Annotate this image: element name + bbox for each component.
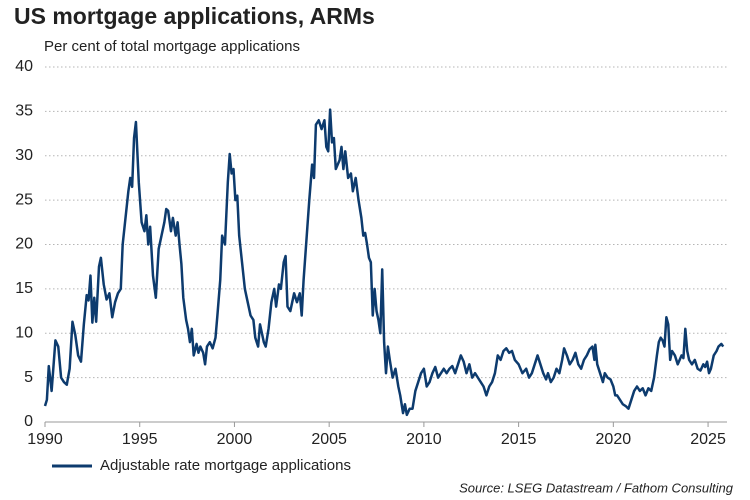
- y-tick-label: 15: [15, 280, 33, 297]
- y-tick-label: 5: [24, 369, 33, 386]
- x-tick-label: 2020: [596, 431, 632, 448]
- chart-subtitle: Per cent of total mortgage applications: [44, 38, 300, 55]
- y-tick-label: 10: [15, 324, 33, 341]
- y-tick-label: 0: [24, 413, 33, 430]
- y-tick-label: 30: [15, 147, 33, 164]
- x-tick-label: 2000: [217, 431, 253, 448]
- y-tick-label: 35: [15, 103, 33, 120]
- chart-title: US mortgage applications, ARMs: [14, 3, 375, 29]
- x-tick-label: 2005: [311, 431, 347, 448]
- y-tick-label: 25: [15, 191, 33, 208]
- x-tick-label: 2010: [406, 431, 442, 448]
- x-tick-label: 2025: [690, 431, 726, 448]
- x-tick-label: 1995: [122, 431, 158, 448]
- y-tick-label: 20: [15, 236, 33, 253]
- x-tick-label: 1990: [27, 431, 63, 448]
- legend-label: Adjustable rate mortgage applications: [100, 457, 351, 474]
- source-note: Source: LSEG Datastream / Fathom Consult…: [459, 480, 734, 495]
- y-tick-label: 40: [15, 58, 33, 75]
- x-tick-label: 2015: [501, 431, 537, 448]
- data-line: [43, 108, 725, 417]
